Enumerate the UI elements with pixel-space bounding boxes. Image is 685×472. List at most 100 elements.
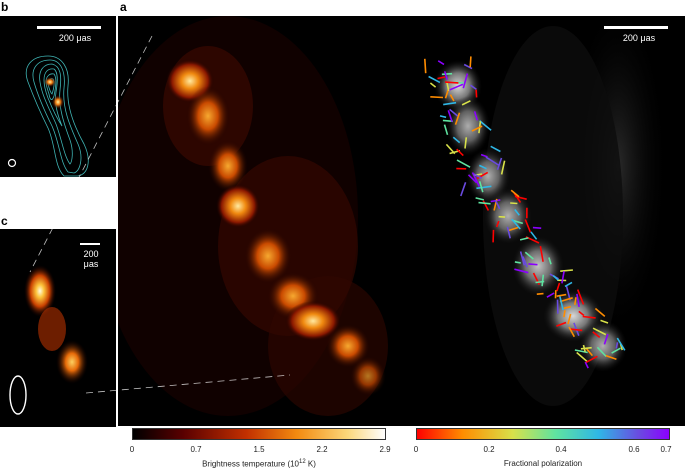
polarization-vector bbox=[467, 174, 478, 184]
polarization-vector bbox=[437, 60, 445, 66]
polarization-vector bbox=[584, 355, 598, 364]
polarization-vectors bbox=[424, 56, 626, 369]
polarization-vector bbox=[479, 120, 492, 131]
polarization-vector bbox=[528, 263, 538, 266]
polarization-vector bbox=[510, 202, 518, 205]
polarization-vector bbox=[461, 100, 471, 106]
polarization-vector bbox=[446, 81, 450, 92]
panel-b-label: b bbox=[1, 0, 9, 14]
polarization-vector bbox=[560, 269, 573, 272]
panel-c-intensity-map bbox=[9, 265, 88, 415]
polarization-vector bbox=[524, 251, 534, 260]
polarization-vector bbox=[485, 156, 499, 166]
brightness-tick: 2.9 bbox=[379, 445, 391, 454]
panel-a-scale-bar bbox=[604, 26, 668, 29]
polarization-vector bbox=[475, 89, 478, 98]
polarization-vector bbox=[576, 289, 585, 305]
panel-c-scale-bar bbox=[80, 243, 100, 245]
polarization-vector bbox=[592, 331, 601, 339]
polarization-vector bbox=[478, 201, 491, 205]
panel-a-label: a bbox=[120, 0, 127, 14]
polarization-vector bbox=[611, 347, 621, 354]
polarization-vector bbox=[541, 274, 545, 287]
polarization-vector bbox=[592, 327, 607, 336]
polarization-vector bbox=[580, 346, 592, 350]
polarization-vector bbox=[473, 173, 483, 179]
polarization-vector bbox=[563, 310, 566, 318]
polarization-vector bbox=[519, 251, 526, 266]
polarization-vector bbox=[567, 313, 572, 325]
brightness-temperature-map bbox=[118, 16, 388, 416]
brightness-tick: 0.7 bbox=[190, 445, 202, 454]
polarization-vector bbox=[564, 281, 573, 288]
polarization-vector bbox=[539, 245, 544, 262]
brightness-tick: 0 bbox=[129, 445, 135, 454]
polarization-tick: 0.4 bbox=[555, 445, 567, 454]
polarization-vector bbox=[439, 115, 447, 119]
polarization-vector bbox=[507, 226, 520, 232]
polarization-vector bbox=[443, 71, 448, 80]
polarization-vector bbox=[559, 296, 564, 311]
fractional-polarization-map bbox=[434, 16, 668, 406]
brightness-tick: 1.5 bbox=[253, 445, 265, 454]
polarization-vector bbox=[605, 354, 617, 360]
panel-a-image: 200 μas bbox=[118, 16, 685, 426]
polarization-vector bbox=[476, 185, 492, 190]
polarization-vector bbox=[511, 218, 521, 230]
polarization-vector bbox=[506, 226, 511, 239]
polarization-vector bbox=[552, 275, 559, 281]
polarization-vector bbox=[462, 73, 469, 89]
polarization-vector bbox=[464, 137, 468, 149]
panel-c-scale-label-line2: μas bbox=[83, 259, 99, 269]
polarization-vector bbox=[615, 342, 619, 349]
polarization-vector bbox=[449, 108, 459, 117]
polarization-vector bbox=[536, 292, 544, 295]
polarization-vector bbox=[495, 220, 500, 228]
polarization-vector bbox=[574, 297, 577, 306]
panel-c-scale-label-line1: 200 bbox=[83, 249, 99, 259]
brightness-colorbar-title: Brightness temperature (1012 K) bbox=[202, 459, 316, 469]
polarization-vector bbox=[561, 271, 565, 284]
polarization-vector bbox=[556, 293, 567, 297]
polarization-vector bbox=[524, 219, 532, 233]
panel-b-image: 200 μas bbox=[0, 16, 116, 177]
polarization-vector bbox=[530, 231, 538, 240]
polarization-colorbar bbox=[416, 428, 670, 440]
polarization-vector bbox=[594, 307, 606, 318]
polarization-vector bbox=[556, 282, 561, 292]
polarization-vector bbox=[473, 111, 479, 121]
polarization-vector bbox=[471, 125, 483, 132]
polarization-vector bbox=[443, 124, 449, 136]
polarization-vector bbox=[582, 344, 586, 352]
polarization-vector bbox=[563, 305, 571, 310]
polarization-vector bbox=[452, 136, 461, 144]
polarization-vector bbox=[448, 83, 464, 92]
polarization-vector bbox=[470, 84, 477, 91]
polarization-vector bbox=[471, 172, 481, 187]
polarization-vector bbox=[428, 75, 441, 84]
polarization-tick: 0.6 bbox=[628, 445, 640, 454]
polarization-tick: 0.7 bbox=[660, 445, 672, 454]
polarization-tick: 0.2 bbox=[483, 445, 495, 454]
polarization-vector bbox=[522, 256, 528, 268]
polarization-vector bbox=[532, 226, 542, 229]
polarization-vector bbox=[514, 195, 527, 200]
polarization-vector bbox=[424, 58, 427, 74]
polarization-vector bbox=[596, 346, 607, 358]
panel-a-scale-label: 200 μas bbox=[622, 33, 656, 43]
polarization-vector bbox=[444, 81, 459, 84]
polarization-tick: 0 bbox=[413, 445, 419, 454]
polarization-vector bbox=[510, 189, 520, 198]
panel-a-maps bbox=[118, 16, 668, 416]
polarization-vector bbox=[469, 56, 472, 68]
polarization-vector bbox=[576, 293, 580, 308]
polarization-vector bbox=[578, 310, 585, 317]
polarization-vector bbox=[430, 96, 444, 99]
polarization-vector bbox=[514, 268, 529, 274]
polarization-vector bbox=[603, 333, 609, 345]
polarization-vector bbox=[429, 82, 437, 88]
polarization-vector bbox=[460, 182, 467, 197]
polarization-vector bbox=[475, 197, 484, 201]
polarization-colorbar-title: Fractional polarization bbox=[503, 459, 583, 468]
polarization-vector bbox=[546, 292, 555, 298]
